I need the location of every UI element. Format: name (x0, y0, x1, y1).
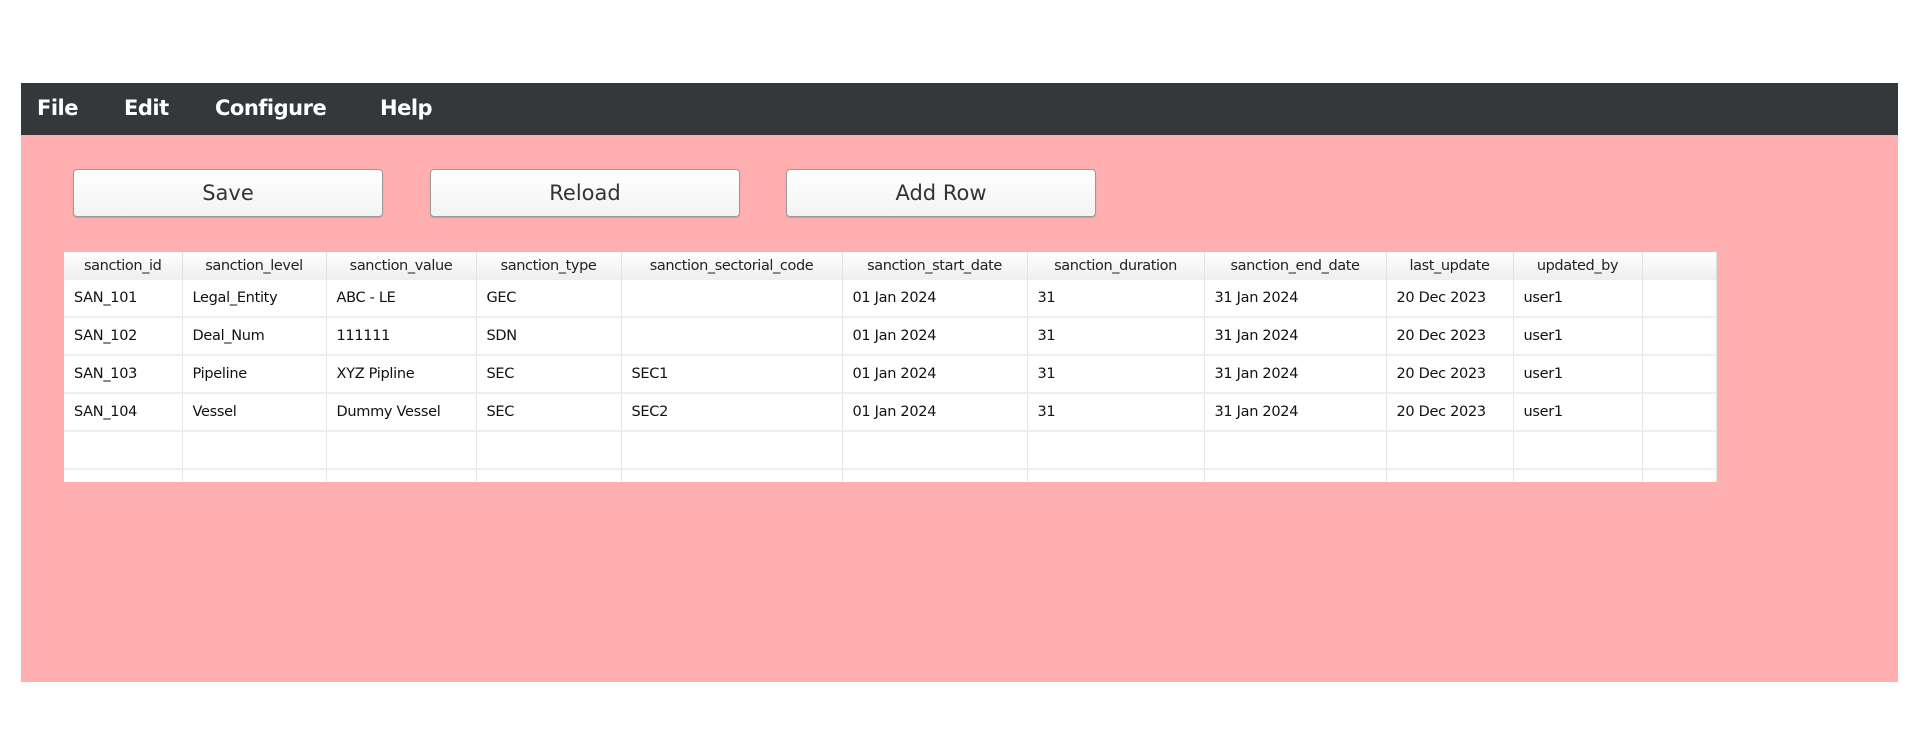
cell-sanction-duration[interactable] (1027, 469, 1205, 482)
cell-sanction-type[interactable]: GEC (476, 280, 622, 318)
menu-bar: File Edit Configure Help (21, 83, 1898, 135)
column-header-sanction-sectorial-code[interactable]: sanction_sectorial_code (621, 252, 843, 280)
save-button[interactable]: Save (73, 169, 383, 217)
table-row[interactable]: SAN_102 Deal_Num 111111 SDN 01 Jan 2024 31 31 … (64, 317, 1717, 356)
cell-sanction-type[interactable]: SDN (476, 317, 622, 356)
table-row[interactable]: SAN_103 Pipeline XYZ Pipline SEC SEC1 01 Jan … (64, 355, 1717, 394)
cell-sanction-id[interactable]: SAN_104 (64, 393, 183, 432)
cell-sanction-level[interactable] (182, 469, 327, 482)
cell-sanction-id[interactable] (64, 469, 183, 482)
filler-header (1642, 252, 1717, 280)
menu-edit[interactable]: Edit (124, 96, 169, 120)
cell-sanction-level[interactable]: Pipeline (182, 355, 327, 394)
filler-cell (1642, 469, 1717, 482)
cell-last-update[interactable] (1386, 469, 1514, 482)
cell-last-update[interactable]: 20 Dec 2023 (1386, 393, 1514, 432)
cell-sanction-type[interactable] (476, 469, 622, 482)
cell-sanction-end-date[interactable]: 31 Jan 2024 (1204, 317, 1387, 356)
filler-cell (1642, 355, 1717, 394)
empty-row[interactable] (64, 431, 1717, 470)
menu-configure[interactable]: Configure (215, 96, 327, 120)
cell-sanction-end-date[interactable] (1204, 469, 1387, 482)
cell-last-update[interactable]: 20 Dec 2023 (1386, 317, 1514, 356)
cell-sanction-level[interactable]: Legal_Entity (182, 280, 327, 318)
cell-sanction-value[interactable] (326, 469, 477, 482)
cell-sanction-start-date[interactable]: 01 Jan 2024 (842, 393, 1028, 432)
cell-sanction-start-date[interactable]: 01 Jan 2024 (842, 355, 1028, 394)
cell-sanction-duration[interactable]: 31 (1027, 280, 1205, 318)
cell-sanction-sectorial-code[interactable]: SEC2 (621, 393, 843, 432)
cell-sanction-start-date[interactable]: 01 Jan 2024 (842, 280, 1028, 318)
cell-sanction-end-date[interactable]: 31 Jan 2024 (1204, 355, 1387, 394)
reload-button[interactable]: Reload (430, 169, 740, 217)
column-header-updated-by[interactable]: updated_by (1513, 252, 1643, 280)
cell-sanction-start-date[interactable]: 01 Jan 2024 (842, 317, 1028, 356)
cell-sanction-type[interactable]: SEC (476, 393, 622, 432)
add-row-button[interactable]: Add Row (786, 169, 1096, 217)
header-row: sanction_id sanction_level sanction_value s… (64, 252, 1717, 280)
menu-help[interactable]: Help (380, 96, 433, 120)
cell-sanction-end-date[interactable]: 31 Jan 2024 (1204, 393, 1387, 432)
cell-sanction-sectorial-code[interactable] (621, 317, 843, 356)
cell-sanction-duration[interactable]: 31 (1027, 393, 1205, 432)
table-row[interactable]: SAN_104 Vessel Dummy Vessel SEC SEC2 01 Jan 2… (64, 393, 1717, 432)
cell-sanction-level[interactable] (182, 431, 327, 470)
cell-sanction-level[interactable]: Vessel (182, 393, 327, 432)
app-window: File Edit Configure Help Save Reload Add… (21, 83, 1898, 682)
sanctions-table: sanction_id sanction_level sanction_value s… (64, 252, 1717, 482)
table-row[interactable]: SAN_101 Legal_Entity ABC - LE GEC 01 Jan 202… (64, 280, 1717, 318)
menu-file[interactable]: File (37, 96, 78, 120)
cell-sanction-level[interactable]: Deal_Num (182, 317, 327, 356)
cell-sanction-id[interactable]: SAN_101 (64, 280, 183, 318)
cell-sanction-end-date[interactable] (1204, 431, 1387, 470)
cell-updated-by[interactable]: user1 (1513, 393, 1643, 432)
cell-sanction-duration[interactable]: 31 (1027, 317, 1205, 356)
cell-last-update[interactable]: 20 Dec 2023 (1386, 280, 1514, 318)
cell-sanction-value[interactable]: ABC - LE (326, 280, 477, 318)
cell-sanction-id[interactable] (64, 431, 183, 470)
cell-sanction-value[interactable]: 111111 (326, 317, 477, 356)
cell-sanction-type[interactable]: SEC (476, 355, 622, 394)
cell-sanction-end-date[interactable]: 31 Jan 2024 (1204, 280, 1387, 318)
cell-sanction-value[interactable]: XYZ Pipline (326, 355, 477, 394)
cell-sanction-sectorial-code[interactable] (621, 280, 843, 318)
column-header-sanction-start-date[interactable]: sanction_start_date (842, 252, 1028, 280)
cell-updated-by[interactable]: user1 (1513, 355, 1643, 394)
filler-cell (1642, 280, 1717, 318)
cell-sanction-id[interactable]: SAN_102 (64, 317, 183, 356)
column-header-sanction-end-date[interactable]: sanction_end_date (1204, 252, 1387, 280)
cell-sanction-start-date[interactable] (842, 469, 1028, 482)
column-header-sanction-value[interactable]: sanction_value (326, 252, 477, 280)
cell-sanction-value[interactable]: Dummy Vessel (326, 393, 477, 432)
column-header-sanction-type[interactable]: sanction_type (476, 252, 622, 280)
cell-sanction-sectorial-code[interactable] (621, 469, 843, 482)
cell-updated-by[interactable]: user1 (1513, 317, 1643, 356)
filler-cell (1642, 393, 1717, 432)
column-header-sanction-level[interactable]: sanction_level (182, 252, 327, 280)
column-header-sanction-duration[interactable]: sanction_duration (1027, 252, 1205, 280)
cell-last-update[interactable] (1386, 431, 1514, 470)
cell-sanction-value[interactable] (326, 431, 477, 470)
filler-cell (1642, 431, 1717, 470)
cell-last-update[interactable]: 20 Dec 2023 (1386, 355, 1514, 394)
cell-updated-by[interactable] (1513, 431, 1643, 470)
cell-sanction-type[interactable] (476, 431, 622, 470)
cell-sanction-duration[interactable]: 31 (1027, 355, 1205, 394)
filler-cell (1642, 317, 1717, 356)
column-header-sanction-id[interactable]: sanction_id (64, 252, 183, 280)
cell-sanction-sectorial-code[interactable] (621, 431, 843, 470)
cell-sanction-duration[interactable] (1027, 431, 1205, 470)
cell-sanction-sectorial-code[interactable]: SEC1 (621, 355, 843, 394)
column-header-last-update[interactable]: last_update (1386, 252, 1514, 280)
cell-updated-by[interactable]: user1 (1513, 280, 1643, 318)
cell-sanction-id[interactable]: SAN_103 (64, 355, 183, 394)
cell-sanction-start-date[interactable] (842, 431, 1028, 470)
cell-updated-by[interactable] (1513, 469, 1643, 482)
empty-row[interactable] (64, 469, 1717, 482)
